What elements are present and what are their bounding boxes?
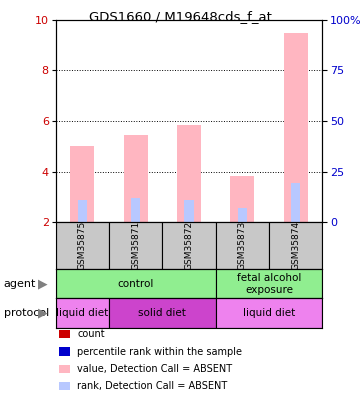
- Bar: [71, 146, 94, 222]
- Bar: [184, 200, 194, 222]
- Bar: [216, 269, 322, 298]
- Bar: [230, 175, 254, 222]
- Bar: [291, 183, 300, 222]
- Text: ▶: ▶: [38, 277, 47, 290]
- Text: GSM35873: GSM35873: [238, 221, 247, 270]
- Text: count: count: [77, 329, 105, 339]
- Text: liquid diet: liquid diet: [56, 308, 109, 318]
- Text: GSM35875: GSM35875: [78, 221, 87, 270]
- Text: value, Detection Call = ABSENT: value, Detection Call = ABSENT: [77, 364, 233, 374]
- Text: rank, Detection Call = ABSENT: rank, Detection Call = ABSENT: [77, 382, 228, 391]
- Bar: [78, 200, 87, 222]
- Bar: [56, 269, 216, 298]
- Text: GDS1660 / M19648cds_f_at: GDS1660 / M19648cds_f_at: [89, 10, 271, 23]
- Bar: [56, 222, 109, 269]
- Bar: [216, 298, 322, 328]
- Text: GSM35874: GSM35874: [291, 221, 300, 270]
- Bar: [216, 222, 269, 269]
- Bar: [109, 222, 162, 269]
- Bar: [56, 298, 109, 328]
- Text: GSM35871: GSM35871: [131, 221, 140, 270]
- Bar: [269, 222, 322, 269]
- Bar: [131, 198, 140, 222]
- Bar: [124, 135, 148, 222]
- Bar: [162, 222, 216, 269]
- Text: agent: agent: [4, 279, 36, 289]
- Bar: [238, 209, 247, 222]
- Text: GSM35872: GSM35872: [185, 221, 194, 270]
- Bar: [109, 298, 216, 328]
- Text: control: control: [117, 279, 154, 289]
- Bar: [177, 125, 201, 222]
- Text: ▶: ▶: [38, 307, 47, 320]
- Text: liquid diet: liquid diet: [243, 308, 295, 318]
- Text: percentile rank within the sample: percentile rank within the sample: [77, 347, 242, 356]
- Text: solid diet: solid diet: [139, 308, 186, 318]
- Text: fetal alcohol
exposure: fetal alcohol exposure: [237, 273, 301, 294]
- Bar: [284, 32, 307, 222]
- Text: protocol: protocol: [4, 308, 49, 318]
